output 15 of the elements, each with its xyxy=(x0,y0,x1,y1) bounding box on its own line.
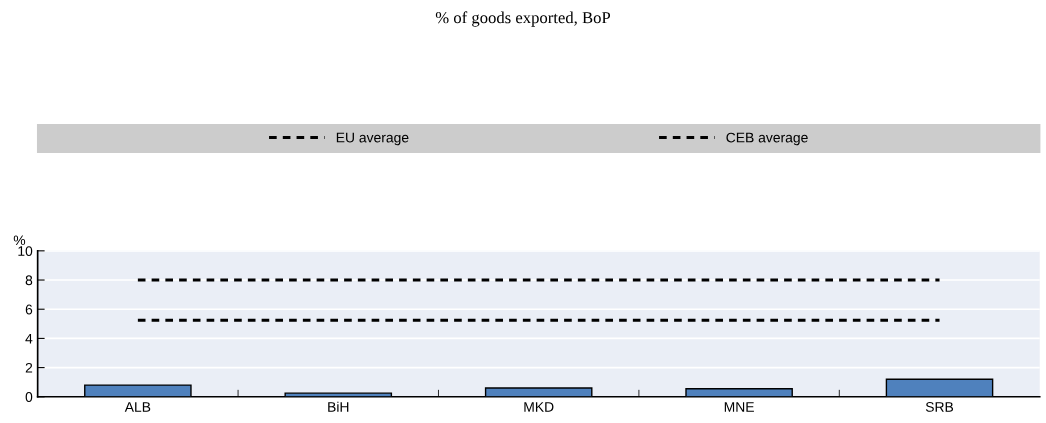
y-tick-label: 10 xyxy=(18,246,33,257)
x-tick-label: SRB xyxy=(925,402,954,412)
y-tick-label: 0 xyxy=(25,392,33,402)
x-tick-label: BiH xyxy=(328,401,349,412)
y-tick-label: 8 xyxy=(25,275,33,286)
legend-label: CEB average xyxy=(726,132,808,146)
y-tick-label: 4 xyxy=(25,333,33,344)
x-tick-label: MKD xyxy=(524,402,554,412)
y-axis-title: % xyxy=(13,235,26,246)
chart-title: % of goods exported, BoP xyxy=(435,11,611,27)
y-tick-label: 2 xyxy=(25,362,33,373)
y-tick-label: 6 xyxy=(25,304,33,315)
x-tick-label: ALB xyxy=(124,402,151,412)
x-tick-label: MNE xyxy=(724,402,754,412)
legend-label: EU average xyxy=(336,132,409,146)
